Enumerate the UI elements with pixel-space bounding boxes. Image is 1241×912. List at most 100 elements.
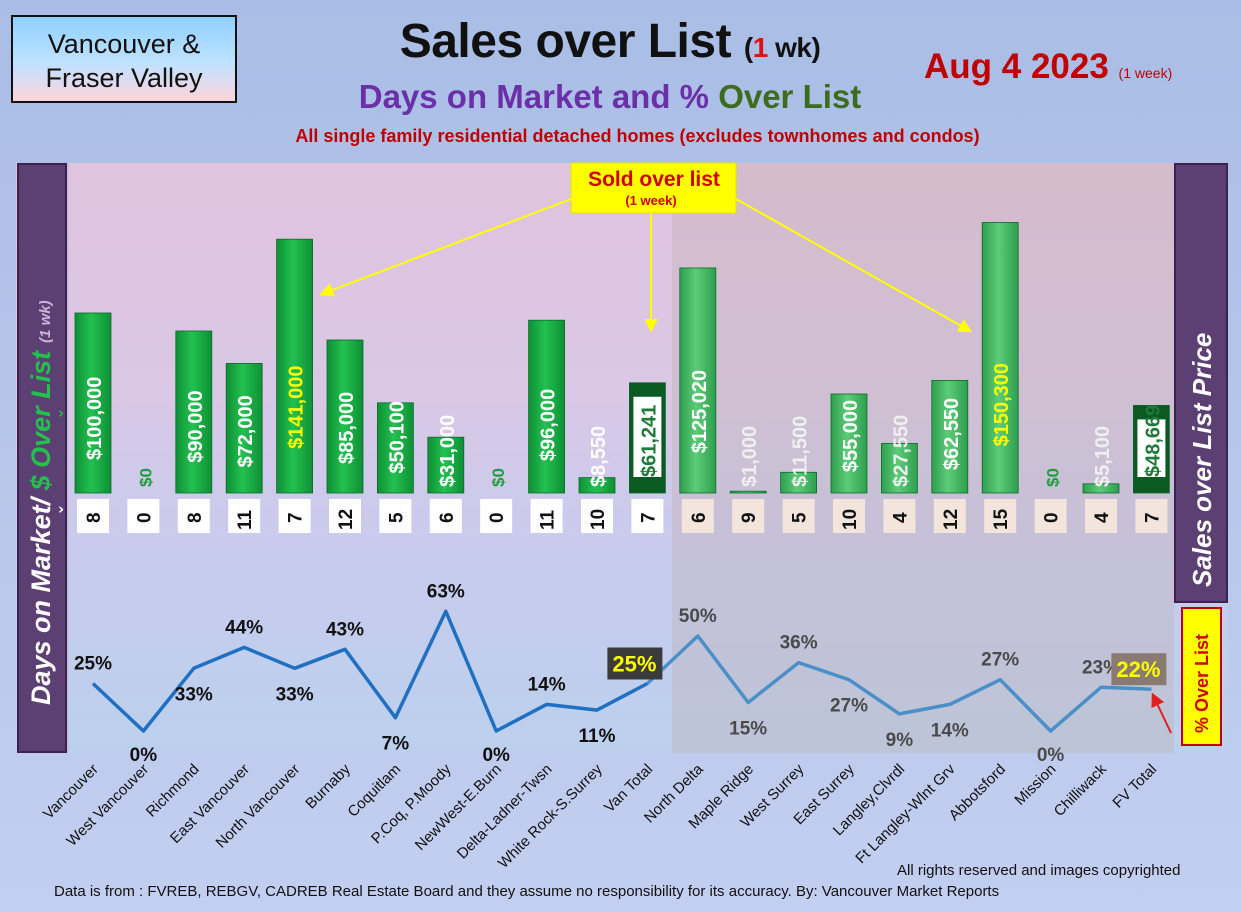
category-label: NewWest-E.Burn [412, 761, 505, 854]
dollar-bar [931, 380, 969, 494]
dollar-bar [830, 393, 868, 494]
category-label: FV Total [1109, 761, 1160, 812]
dollar-value-label: $50,100 [386, 401, 408, 473]
percent-value-label: 14% [931, 720, 969, 741]
days-value-label: 4 [890, 512, 911, 523]
dollar-value-label: $125,020 [689, 370, 711, 453]
dollar-bar [528, 319, 565, 494]
days-box [984, 499, 1017, 533]
percent-value-label: 36% [780, 633, 818, 654]
callout-arrow-right [735, 198, 973, 333]
percent-value-label: 14% [528, 674, 566, 695]
right-axis-strip [1174, 163, 1228, 603]
dollar-bar [175, 330, 213, 494]
report-date: Aug 4 2023 (1 week) [924, 47, 1173, 86]
dollar-bar [225, 362, 263, 494]
days-box [77, 499, 109, 533]
days-value-label: 7 [1142, 512, 1163, 523]
days-box [127, 499, 160, 533]
percent-value-label: 43% [326, 619, 364, 640]
days-box [177, 499, 210, 533]
dollar-value-label: $48,669 [1142, 405, 1164, 477]
percent-value-label: 44% [225, 617, 263, 638]
left-axis-label: Days on Market/ $ Over List(1 wk) [26, 300, 56, 705]
days-value-label: 10 [588, 509, 609, 530]
percent-value-label: 27% [830, 696, 868, 717]
dollar-value-label: $8,550 [588, 426, 610, 487]
days-value-label: 7 [638, 512, 659, 523]
dollar-bar [578, 477, 616, 494]
dollar-value-label: $141,000 [286, 366, 308, 449]
days-box [379, 499, 412, 533]
percent-value-label: 9% [886, 730, 914, 751]
dollar-value-label: $11,500 [790, 416, 812, 487]
total-bar-label-bg [1137, 419, 1166, 477]
percent-label-box [1181, 607, 1222, 746]
dollar-bar [729, 490, 767, 494]
dollar-value-label: $100,000 [84, 377, 106, 460]
chart-subtitle: Days on Market and % Over List [358, 78, 862, 115]
percent-value-label: 27% [981, 650, 1019, 671]
dollar-value-label: $0 [1044, 468, 1063, 487]
percent-value-label: 0% [1037, 745, 1065, 766]
days-box [429, 499, 462, 533]
region-label: Vancouver & Fraser Valley [11, 15, 237, 103]
days-value-label: 7 [286, 512, 307, 523]
chart-title: Sales over List (1 wk) [300, 14, 920, 69]
days-value-label: 8 [84, 512, 105, 523]
total-percent-box [607, 647, 663, 680]
days-value-label: 5 [386, 512, 407, 523]
total-bar-label-bg [633, 396, 662, 477]
days-value-label: 15 [991, 508, 1012, 530]
data-source: Data is from : FVREB, REBGV, CADREB Real… [54, 883, 1000, 900]
days-value-label: 12 [941, 509, 962, 530]
days-box [883, 499, 916, 533]
dollar-value-label: $0 [489, 468, 508, 487]
percent-value-label: 7% [382, 734, 410, 755]
days-box [933, 499, 966, 533]
rights-notice: All rights reserved and images copyright… [897, 862, 1181, 879]
dollar-value-label: $31,000 [437, 415, 459, 487]
days-axis-pointer-icon: › [58, 500, 64, 518]
percent-value-label: 15% [729, 719, 767, 740]
total-percent-label: 22% [1116, 657, 1160, 682]
dollar-bar [376, 402, 414, 494]
category-label: Delta-Ladner-Twsn [454, 761, 556, 863]
days-box [782, 499, 815, 533]
days-box [329, 499, 361, 533]
dollar-axis-pointer-icon: › [58, 404, 64, 422]
fv-region-shade [672, 163, 1174, 753]
dollar-value-label: $1,000 [739, 426, 761, 487]
percent-value-label: 63% [427, 581, 465, 602]
dollar-value-label: $5,100 [1092, 426, 1114, 487]
title-period: (1 wk) [743, 32, 821, 63]
percent-value-label: 50% [679, 606, 717, 627]
fv-total-pointer [1151, 692, 1172, 734]
days-value-label: 12 [336, 509, 357, 530]
dollar-value-label: $96,000 [538, 389, 560, 461]
callout-title: Sold over list [588, 168, 720, 191]
dollar-bar [326, 339, 364, 494]
days-value-label: 9 [739, 512, 760, 523]
total-percent-box [1111, 653, 1167, 686]
days-box [1085, 499, 1117, 533]
dollar-value-label: $90,000 [185, 390, 207, 462]
percent-value-label: 0% [482, 745, 510, 766]
dollar-value-label: $62,550 [941, 398, 963, 470]
percent-value-label: 25% [74, 654, 112, 675]
region-line-1: Vancouver & [47, 29, 201, 59]
days-box [581, 499, 613, 533]
category-label: Chilliwack [1051, 760, 1111, 820]
days-box [530, 499, 563, 533]
days-box [1135, 499, 1168, 533]
percent-value-label: 11% [579, 726, 616, 747]
dollar-bar [1082, 483, 1120, 494]
days-value-label: 11 [235, 509, 256, 530]
callout-subtitle: (1 week) [625, 193, 676, 208]
dollar-bar [74, 312, 112, 494]
percent-value-label: 0% [130, 745, 158, 766]
callout-arrow-left [319, 198, 572, 297]
days-box [732, 499, 765, 533]
days-value-label: 5 [790, 512, 811, 523]
